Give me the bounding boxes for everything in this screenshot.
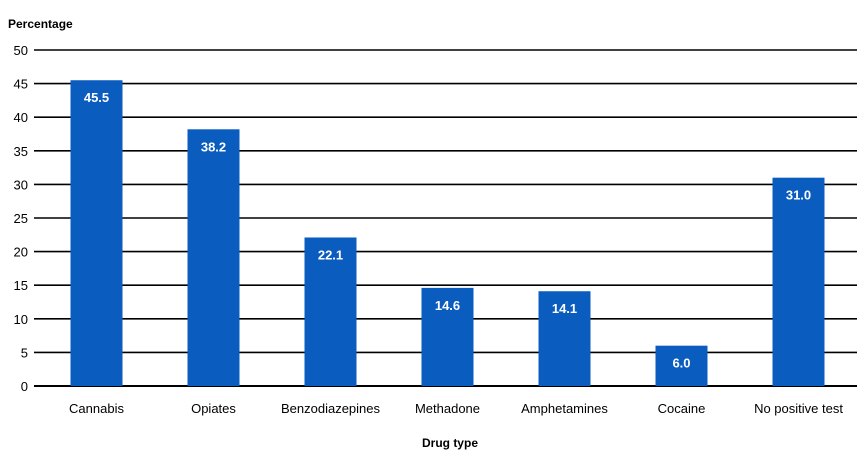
bar <box>772 177 825 386</box>
gridlines <box>34 49 857 387</box>
category-label: Benzodiazepines <box>281 401 381 416</box>
bar <box>70 80 123 387</box>
data-label: 38.2 <box>201 139 226 154</box>
data-label: 31.0 <box>786 188 811 203</box>
bar <box>421 287 474 386</box>
x-axis-label: Drug type <box>422 436 478 450</box>
bar <box>538 291 591 386</box>
bar <box>187 129 240 386</box>
category-label: Cocaine <box>658 401 706 416</box>
y-axis-label: Percentage <box>8 17 73 31</box>
y-tick-label: 30 <box>14 177 28 192</box>
category-label: Amphetamines <box>521 401 608 416</box>
category-label: Opiates <box>191 401 236 416</box>
y-axis-ticks: 0 5 10 15 20 25 30 35 40 45 50 <box>14 43 28 394</box>
y-tick-label: 45 <box>14 77 28 92</box>
data-label: 45.5 <box>84 90 109 105</box>
category-label: Methadone <box>415 401 480 416</box>
y-tick-label: 0 <box>21 379 28 394</box>
category-label: No positive test <box>754 401 843 416</box>
data-label: 14.6 <box>435 298 460 313</box>
bar <box>304 237 357 386</box>
y-tick-label: 15 <box>14 278 28 293</box>
y-tick-label: 20 <box>14 245 28 260</box>
bars: 45.5 38.2 22.1 14.6 14.1 6.0 31.0 <box>70 80 825 387</box>
category-label: Cannabis <box>69 401 124 416</box>
y-tick-label: 40 <box>14 110 28 125</box>
category-labels: Cannabis Opiates Benzodiazepines Methadone A… <box>69 401 843 416</box>
data-label: 6.0 <box>672 356 690 371</box>
y-tick-label: 25 <box>14 211 28 226</box>
y-tick-label: 10 <box>14 312 28 327</box>
y-tick-label: 5 <box>21 345 28 360</box>
y-tick-label: 35 <box>14 144 28 159</box>
y-tick-label: 50 <box>14 43 28 58</box>
data-label: 22.1 <box>318 247 343 262</box>
bar <box>655 345 708 386</box>
data-label: 14.1 <box>552 301 577 316</box>
